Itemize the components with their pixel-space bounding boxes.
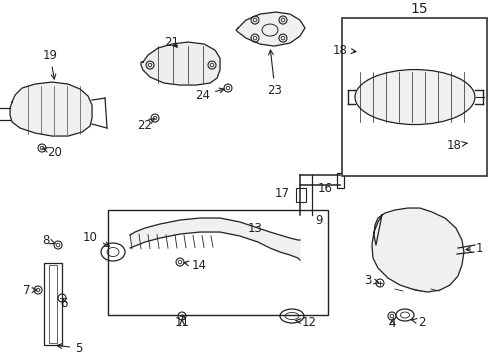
Text: 23: 23 — [268, 50, 282, 96]
Text: 1: 1 — [466, 242, 484, 255]
Text: 21: 21 — [165, 36, 179, 49]
Text: 12: 12 — [296, 315, 317, 329]
Text: 3: 3 — [365, 274, 379, 287]
Text: 17: 17 — [275, 186, 290, 199]
Bar — [44, 263, 62, 345]
Polygon shape — [141, 42, 220, 85]
Text: 14: 14 — [184, 258, 207, 271]
Text: 13: 13 — [247, 221, 263, 234]
Text: 7: 7 — [23, 284, 37, 297]
Ellipse shape — [355, 69, 475, 125]
Text: 22: 22 — [137, 118, 155, 131]
Text: 10: 10 — [83, 230, 109, 246]
Text: 19: 19 — [43, 49, 57, 79]
Text: 6: 6 — [61, 297, 68, 310]
Polygon shape — [10, 82, 92, 136]
Bar — [337, 173, 344, 188]
Text: 20: 20 — [42, 145, 62, 158]
Bar — [342, 18, 487, 176]
Polygon shape — [236, 12, 305, 46]
Bar — [49, 265, 57, 343]
Text: 24: 24 — [195, 88, 224, 102]
Polygon shape — [372, 208, 464, 292]
Text: 5: 5 — [57, 342, 82, 355]
Text: 11: 11 — [174, 315, 190, 329]
Text: 18: 18 — [333, 44, 356, 57]
Polygon shape — [130, 218, 300, 260]
Text: 8: 8 — [43, 234, 55, 247]
Text: 2: 2 — [412, 315, 425, 329]
Text: 16: 16 — [318, 181, 333, 194]
Bar — [108, 210, 328, 315]
Text: 15: 15 — [411, 2, 428, 16]
Text: 9: 9 — [315, 213, 322, 226]
Text: 18: 18 — [447, 139, 467, 152]
Bar — [296, 188, 306, 202]
Text: 4: 4 — [389, 316, 396, 329]
